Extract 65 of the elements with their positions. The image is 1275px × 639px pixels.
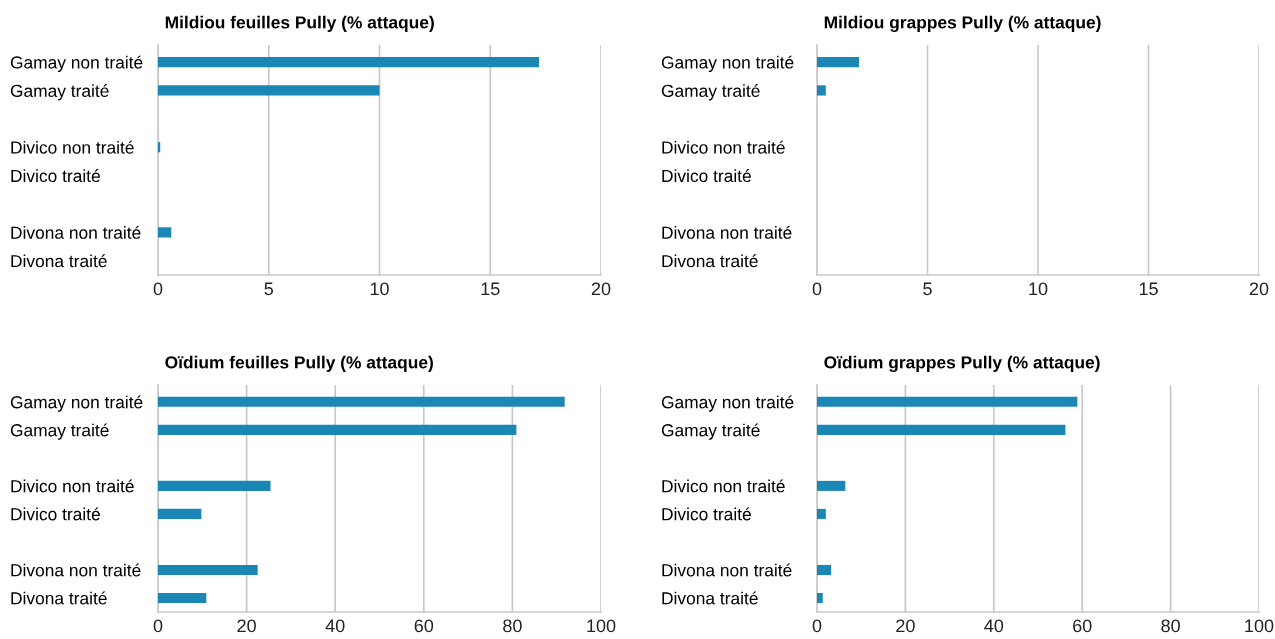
y-tick-label: Gamay traité xyxy=(10,84,109,101)
x-tick-label: 60 xyxy=(1073,619,1092,633)
y-tick-label: Divico non traité xyxy=(11,479,134,493)
bar xyxy=(817,592,823,604)
x-tick-label: 60 xyxy=(414,619,434,633)
bar xyxy=(158,480,271,491)
x-tick-label: 0 xyxy=(153,619,163,633)
x-tick-label: 20 xyxy=(591,282,611,296)
y-tick-label: Gamay non traité xyxy=(661,395,794,412)
y-tick-label: Divona traité xyxy=(662,254,758,268)
x-tick-label: 0 xyxy=(812,619,822,633)
y-tick-label: Divico traité xyxy=(662,507,751,521)
bar xyxy=(158,564,258,576)
x-tick-label: 0 xyxy=(812,282,822,296)
bar xyxy=(158,56,539,68)
bar xyxy=(158,85,380,96)
bar xyxy=(817,564,832,576)
x-tick-label: 20 xyxy=(237,619,256,633)
bar xyxy=(817,508,826,519)
x-tick-label: 15 xyxy=(481,282,500,296)
x-tick-label: 20 xyxy=(896,619,915,633)
y-tick-label: Divico non traité xyxy=(662,140,785,154)
bar xyxy=(158,396,565,407)
y-tick-label: Divico non traité xyxy=(11,140,134,154)
y-tick-label: Divico traité xyxy=(11,507,100,521)
x-tick-label: 100 xyxy=(587,619,616,633)
y-tick-label: Gamay non traité xyxy=(10,395,143,412)
x-tick-label: 0 xyxy=(153,282,163,296)
bar xyxy=(158,592,207,604)
y-tick-label: Gamay non traité xyxy=(661,55,794,73)
x-tick-label: 20 xyxy=(1249,282,1269,296)
bar xyxy=(158,424,517,435)
x-tick-label: 15 xyxy=(1139,282,1158,296)
y-tick-label: Divona non traité xyxy=(662,563,792,577)
y-tick-label: Gamay traité xyxy=(661,423,760,440)
y-tick-label: Divona traité xyxy=(662,591,758,605)
y-tick-label: Divona traité xyxy=(11,591,107,605)
x-tick-label: 100 xyxy=(1245,619,1274,633)
x-tick-label: 10 xyxy=(370,282,389,296)
chart-title: Mildiou grappes Pully (% attaque) xyxy=(824,15,1101,33)
x-tick-label: 5 xyxy=(923,282,932,296)
bar xyxy=(158,508,202,519)
bar xyxy=(158,227,172,238)
x-tick-label: 40 xyxy=(325,619,345,633)
y-tick-label: Divona traité xyxy=(11,254,107,268)
y-tick-label: Gamay non traité xyxy=(10,55,143,73)
y-tick-label: Divona non traité xyxy=(11,563,141,577)
y-tick-label: Divico non traité xyxy=(662,479,785,493)
x-tick-label: 10 xyxy=(1029,282,1048,296)
y-tick-label: Divona non traité xyxy=(662,225,792,239)
chart-title: Oïdium grappes Pully (% attaque) xyxy=(824,355,1100,373)
y-tick-label: Divico traité xyxy=(11,169,100,183)
bar xyxy=(817,424,1066,435)
chart-title: Oïdium feuilles Pully (% attaque) xyxy=(165,355,433,372)
bar xyxy=(817,396,1078,407)
y-tick-label: Divico traité xyxy=(662,169,751,183)
y-tick-label: Gamay traité xyxy=(661,84,760,101)
y-tick-label: Divona non traité xyxy=(11,225,141,239)
x-tick-label: 80 xyxy=(503,619,522,633)
x-tick-label: 80 xyxy=(1161,619,1180,633)
chart-title: Mildiou feuilles Pully (% attaque) xyxy=(165,15,434,32)
y-tick-label: Gamay traité xyxy=(10,423,109,440)
x-tick-label: 5 xyxy=(264,282,274,296)
bar xyxy=(817,480,846,491)
x-tick-label: 40 xyxy=(984,619,1004,633)
